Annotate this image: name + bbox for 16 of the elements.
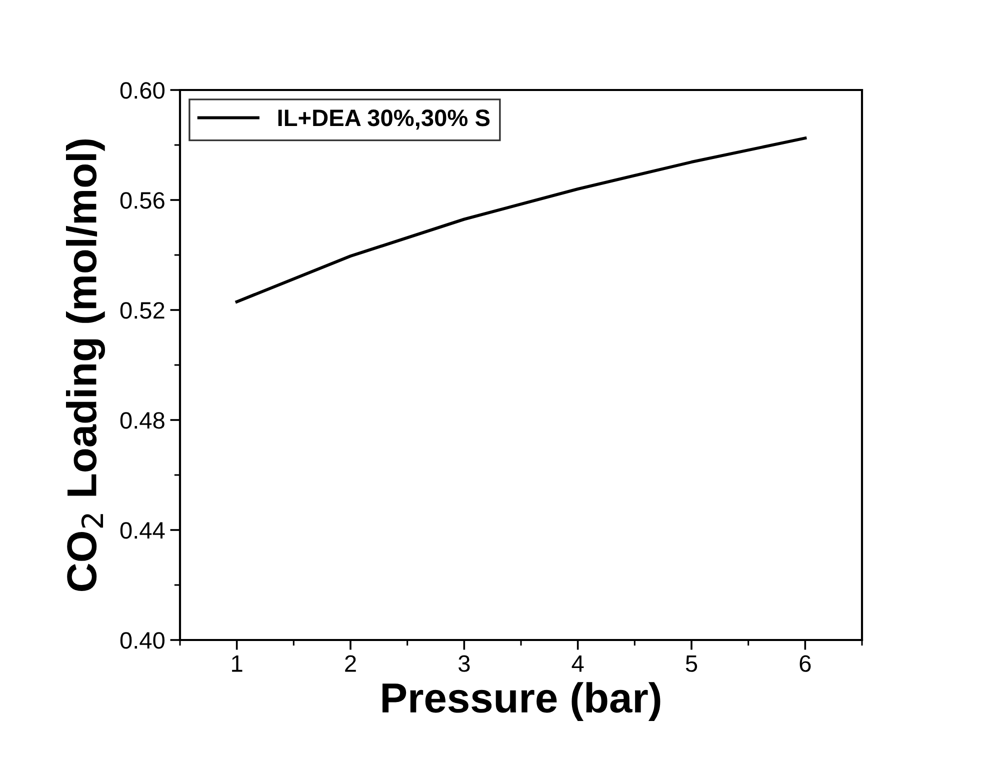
y-tick-label: 0.40 <box>120 632 164 649</box>
x-tick-label: 2 <box>345 655 356 672</box>
y-tick-label: 0.44 <box>120 522 165 539</box>
x-tick-label: 5 <box>686 655 698 672</box>
x-tick-label: 4 <box>572 655 584 672</box>
y-tick-label: 0.56 <box>120 192 164 209</box>
y-axis-title: CO$_{2}$ Loading (mol/mol) <box>66 140 106 591</box>
y-tick-label: 0.48 <box>120 412 164 429</box>
y-tick-label: 0.52 <box>120 302 164 319</box>
x-axis-title: Pressure (bar) <box>382 682 660 721</box>
x-tick-label: 3 <box>458 655 470 672</box>
x-tick-label: 6 <box>800 655 811 672</box>
line-series <box>235 136 807 304</box>
x-tick-label: 1 <box>232 655 242 672</box>
legend-label: IL+DEA 30%,30% S <box>278 110 490 130</box>
y-tick-label: 0.60 <box>120 82 164 99</box>
